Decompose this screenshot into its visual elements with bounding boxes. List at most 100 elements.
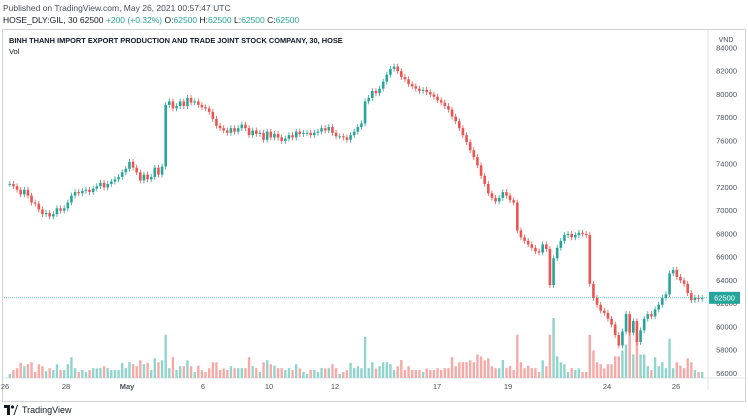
candle-body (646, 314, 650, 319)
candle-body (226, 130, 229, 133)
volume-bar (157, 362, 160, 378)
volume-bar (95, 368, 99, 378)
volume-bar (599, 364, 602, 378)
volume-bar (555, 356, 559, 378)
candle-body (454, 116, 457, 122)
candle-body (19, 189, 22, 195)
candle-body (566, 233, 570, 236)
candle-body (113, 179, 117, 182)
volume-bar (200, 370, 204, 378)
candle-body (508, 195, 512, 201)
candle-body (164, 104, 167, 167)
volume-bar (12, 370, 15, 378)
candle-body (595, 297, 599, 305)
volume-bar (566, 372, 570, 378)
candle-body (497, 197, 501, 202)
candle-body (12, 183, 15, 187)
tradingview-logo-icon (4, 405, 18, 415)
volume-bar (523, 368, 526, 378)
candle-body (642, 318, 646, 331)
volume-bar (186, 360, 189, 378)
volume-bar (52, 370, 55, 378)
candle-body (693, 297, 697, 301)
candle-body (342, 136, 345, 138)
volume-bar (135, 366, 138, 378)
volume-bar (197, 365, 200, 378)
candle-body (120, 172, 124, 177)
candle-body (657, 304, 660, 310)
candle-body (168, 101, 171, 105)
volume-bar (15, 368, 19, 378)
y-tick-label: 72000 (716, 183, 737, 192)
volume-bar (59, 370, 62, 378)
candle-body (700, 297, 704, 299)
volume-bar (501, 360, 505, 378)
x-tick-label: 28 (62, 382, 70, 391)
volume-bar (309, 370, 312, 378)
candle-body (352, 131, 356, 136)
volume-bar (298, 368, 302, 378)
candle-body (584, 233, 588, 236)
volume-bar (545, 366, 548, 378)
y-tick-label: 64000 (716, 276, 737, 285)
volume-bar (653, 357, 657, 378)
close-label: C: (267, 15, 276, 25)
volume-bar (19, 362, 22, 378)
volume-bar (320, 368, 323, 378)
last-price-badge-label: 62500 (714, 293, 735, 302)
volume-bar (483, 360, 486, 378)
volume-bar (44, 371, 48, 378)
volume-bar (182, 366, 186, 378)
volume-bar (410, 370, 414, 378)
candle-body (294, 131, 298, 138)
volume-bar (552, 318, 555, 378)
footer-brand[interactable]: TradingView (4, 403, 72, 417)
high-label: H: (199, 15, 209, 25)
candle-body (519, 230, 523, 238)
volume-bar (269, 364, 273, 378)
volume-bar (646, 366, 650, 378)
x-tick-label: 26 (672, 382, 680, 391)
last-price-badge (709, 291, 740, 304)
candle-body (316, 131, 320, 133)
candle-body (30, 195, 33, 203)
candle-body (381, 81, 385, 89)
candle-body (269, 131, 273, 138)
volume-bar (48, 368, 51, 378)
volume-bar (650, 370, 653, 378)
volume-bar (363, 336, 367, 378)
candle-body (563, 235, 566, 241)
candle-body (526, 240, 530, 245)
candle-body (581, 232, 584, 234)
candle-body (88, 189, 91, 193)
volume-bar (8, 374, 12, 378)
candle-body (421, 89, 425, 91)
candle-body (149, 176, 153, 180)
candle-body (414, 86, 418, 89)
volume-bar (374, 368, 378, 378)
candle-body (207, 108, 211, 112)
candle-body (603, 310, 606, 313)
candle-body (131, 161, 135, 168)
candle-body (650, 314, 653, 317)
candle-body (686, 283, 689, 294)
candle-body (55, 208, 59, 215)
candle-body (128, 161, 131, 169)
candle-body (276, 133, 280, 138)
volume-bar (287, 368, 291, 378)
volume-bar (505, 368, 508, 378)
volume-bar (91, 368, 95, 378)
volume-bar (106, 368, 109, 378)
candle-body (73, 192, 77, 196)
volume-bar (338, 374, 341, 378)
candle-body (95, 186, 99, 189)
candle-body (472, 150, 476, 158)
open-label: O: (164, 15, 174, 25)
candle-body (570, 233, 573, 238)
last-price-text: 62500 (79, 15, 104, 25)
volume-bar (418, 370, 421, 378)
candle-body (247, 128, 251, 136)
y-tick-label: 84000 (716, 43, 737, 52)
volume-bar (178, 366, 182, 378)
